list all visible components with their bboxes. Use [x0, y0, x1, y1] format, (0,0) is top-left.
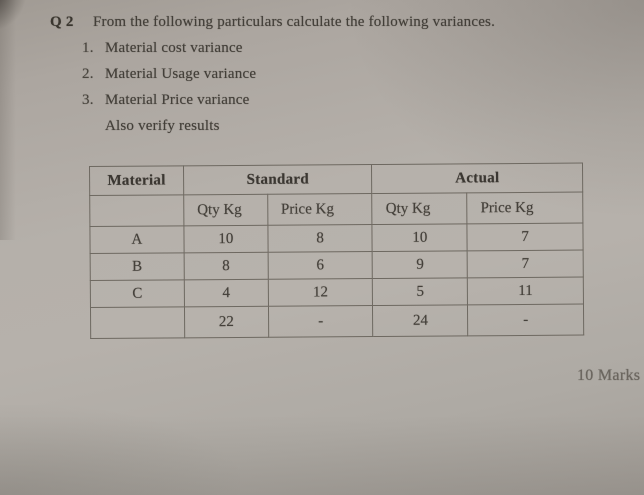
list-item-2-number: 2.: [82, 66, 94, 82]
shading-left-edge: [0, 0, 16, 240]
subheader-act-price: Price Kg: [466, 192, 583, 224]
cell-std-price: 12: [267, 278, 373, 307]
list-item-1-label: Material cost variance: [105, 40, 243, 56]
marks-label: 10 Marks: [577, 367, 641, 384]
verify-note: Also verify results: [105, 118, 220, 134]
total-std-price: -: [268, 305, 374, 338]
list-item-3-label: Material Price variance: [105, 92, 250, 108]
question-block: Q 2 From the following particulars calcul…: [50, 9, 570, 139]
subheader-std-qty: Qty Kg: [183, 194, 268, 226]
cell-material: A: [89, 225, 184, 254]
cell-std-price: 8: [267, 224, 373, 253]
list-item-3-number: 3.: [82, 92, 94, 108]
total-act-price: -: [467, 304, 584, 336]
empty-cell: [90, 306, 185, 339]
total-act-qty: 24: [372, 304, 468, 337]
cell-act-price: 7: [467, 223, 584, 251]
shading-bottom: [0, 415, 644, 495]
table-header-row: Material Standard Actual: [89, 163, 583, 196]
header-actual: Actual: [371, 163, 583, 194]
list-item-3: 3. Material Price variance: [50, 87, 570, 113]
list-item-1-number: 1.: [82, 40, 94, 56]
variance-table: Material Standard Actual Qty Kg Price Kg…: [89, 162, 585, 339]
table-row-c: C 4 12 5 11: [90, 277, 584, 308]
header-standard: Standard: [183, 164, 373, 195]
list-item-2: 2. Material Usage variance: [50, 61, 570, 87]
table-subheader-row: Qty Kg Price Kg Qty Kg Price Kg: [89, 192, 583, 227]
cell-std-qty: 10: [183, 225, 268, 253]
cell-material: C: [90, 279, 185, 308]
question-number: Q 2: [50, 14, 74, 30]
table-row-b: B 8 6 9 7: [90, 250, 584, 281]
header-material: Material: [89, 165, 184, 196]
total-std-qty: 22: [184, 306, 269, 338]
cell-act-qty: 5: [372, 277, 468, 306]
table-row-a: A 10 8 10 7: [89, 223, 584, 254]
cell-std-price: 6: [267, 251, 373, 280]
table-total-row: 22 - 24 -: [90, 304, 584, 339]
cell-material: B: [90, 252, 185, 281]
subheader-std-price: Price Kg: [267, 193, 373, 226]
cell-act-price: 11: [467, 277, 584, 305]
list-item-2-label: Material Usage variance: [105, 66, 257, 82]
question-text: From the following particulars calculate…: [93, 14, 496, 30]
cell-act-qty: 9: [372, 250, 468, 279]
cell-act-price: 7: [467, 250, 584, 278]
cell-std-qty: 4: [184, 279, 269, 307]
question-heading: Q 2 From the following particulars calcul…: [50, 9, 570, 35]
cell-std-qty: 8: [183, 252, 268, 280]
shading-bottom-left: [0, 405, 240, 495]
cell-act-qty: 10: [372, 223, 468, 252]
shading-top-left-corner: [0, 0, 26, 30]
empty-cell: [89, 194, 184, 227]
subheader-act-qty: Qty Kg: [372, 192, 468, 225]
list-item-1: 1. Material cost variance: [50, 35, 570, 61]
